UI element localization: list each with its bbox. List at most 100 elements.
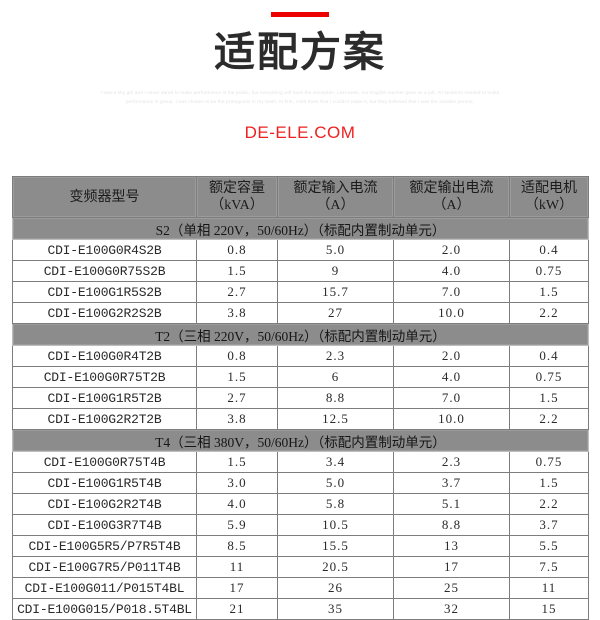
rated-input-current-cell: 20.5: [277, 556, 394, 578]
table-header-row: 变频器型号 额定容量 （kVA） 额定输入电流 （A） 额定输出电流 （A）: [12, 176, 589, 218]
motor-power-cell: 0.4: [509, 239, 589, 261]
rated-capacity-cell: 4.0: [196, 493, 278, 515]
model-cell: CDI-E100G0R75T2B: [12, 366, 197, 388]
rated-input-current-cell: 15.5: [277, 535, 394, 557]
model-cell: CDI-E100G011/P015T4BL: [12, 577, 197, 599]
rated-output-current-cell: 13: [393, 535, 510, 557]
model-cell: CDI-E100G2R2S2B: [12, 302, 197, 324]
table-row: CDI-E100G1R5T4B 3.0 5.0 3.7 1.5: [12, 472, 589, 494]
rated-input-current-cell: 27: [277, 302, 394, 324]
rated-output-current-cell: 10.0: [393, 408, 510, 430]
rated-output-current-cell: 3.7: [393, 472, 510, 494]
motor-power-cell: 0.75: [509, 366, 589, 388]
rated-capacity-cell: 3.8: [196, 408, 278, 430]
column-header-rated-input-current-unit: （A）: [316, 198, 355, 213]
column-header-motor-power: 适配电机 （kW）: [509, 176, 589, 218]
table-row: CDI-E100G1R5T2B 2.7 8.8 7.0 1.5: [12, 387, 589, 409]
table-section-title: S2（单相 220V，50/60Hz）（标配内置制动单元）: [12, 217, 589, 240]
rated-input-current-cell: 8.8: [277, 387, 394, 409]
rated-capacity-cell: 1.5: [196, 451, 278, 473]
rated-output-current-cell: 4.0: [393, 260, 510, 282]
rated-capacity-cell: 17: [196, 577, 278, 599]
table-row: CDI-E100G2R2T2B 3.8 12.5 10.0 2.2: [12, 408, 589, 430]
motor-power-cell: 1.5: [509, 281, 589, 303]
motor-power-cell: 15: [509, 598, 589, 620]
column-header-rated-output-current: 额定输出电流 （A）: [393, 176, 510, 218]
rated-input-current-cell: 2.3: [277, 345, 394, 367]
table-row: CDI-E100G2R2T4B 4.0 5.8 5.1 2.2: [12, 493, 589, 515]
table-section-row: T2（三相 220V，50/60Hz）（标配内置制动单元）: [12, 323, 589, 346]
column-header-motor-power-unit: （kW）: [524, 198, 574, 213]
table-body: S2（单相 220V，50/60Hz）（标配内置制动单元） CDI-E100G0R…: [12, 217, 589, 620]
rated-capacity-cell: 2.7: [196, 281, 278, 303]
rated-capacity-cell: 0.8: [196, 239, 278, 261]
table-row: CDI-E100G7R5/P011T4B 11 20.5 17 7.5: [12, 556, 589, 578]
rated-output-current-cell: 8.8: [393, 514, 510, 536]
table-row: CDI-E100G0R4S2B 0.8 5.0 2.0 0.4: [12, 239, 589, 261]
model-cell: CDI-E100G0R75S2B: [12, 260, 197, 282]
rated-output-current-cell: 5.1: [393, 493, 510, 515]
column-header-rated-input-current: 额定输入电流 （A）: [277, 176, 394, 218]
rated-input-current-cell: 26: [277, 577, 394, 599]
motor-power-cell: 1.5: [509, 387, 589, 409]
column-header-rated-input-current-label: 额定输入电流: [293, 181, 378, 196]
rated-input-current-cell: 12.5: [277, 408, 394, 430]
column-header-rated-capacity-unit: （kVA）: [210, 198, 264, 213]
rated-capacity-cell: 3.0: [196, 472, 278, 494]
rated-input-current-cell: 10.5: [277, 514, 394, 536]
table-section-title: T2（三相 220V，50/60Hz）（标配内置制动单元）: [12, 323, 589, 346]
table-row: CDI-E100G011/P015T4BL 17 26 25 11: [12, 577, 589, 599]
table-row: CDI-E100G2R2S2B 3.8 27 10.0 2.2: [12, 302, 589, 324]
rated-input-current-cell: 5.0: [277, 239, 394, 261]
model-cell: CDI-E100G2R2T4B: [12, 493, 197, 515]
rated-capacity-cell: 2.7: [196, 387, 278, 409]
model-cell: CDI-E100G3R7T4B: [12, 514, 197, 536]
banner-blurb-text: I was a shy girl and I never dared to ma…: [100, 90, 500, 104]
motor-power-cell: 1.5: [509, 472, 589, 494]
table-row: CDI-E100G5R5/P7R5T4B 8.5 15.5 13 5.5: [12, 535, 589, 557]
table-section-row: S2（单相 220V，50/60Hz）（标配内置制动单元）: [12, 217, 589, 240]
model-cell: CDI-E100G015/P018.5T4BL: [12, 598, 197, 620]
rated-input-current-cell: 5.0: [277, 472, 394, 494]
rated-output-current-cell: 2.0: [393, 239, 510, 261]
column-header-rated-capacity: 额定容量 （kVA）: [196, 176, 278, 218]
column-header-model: 变频器型号: [12, 176, 197, 218]
page-title: 适配方案: [214, 29, 386, 75]
model-cell: CDI-E100G7R5/P011T4B: [12, 556, 197, 578]
motor-power-cell: 0.75: [509, 451, 589, 473]
model-cell: CDI-E100G0R75T4B: [12, 451, 197, 473]
rated-capacity-cell: 3.8: [196, 302, 278, 324]
rated-output-current-cell: 25: [393, 577, 510, 599]
motor-power-cell: 2.2: [509, 493, 589, 515]
motor-power-cell: 7.5: [509, 556, 589, 578]
rated-input-current-cell: 9: [277, 260, 394, 282]
column-header-model-label: 变频器型号: [69, 189, 140, 205]
rated-capacity-cell: 11: [196, 556, 278, 578]
table-section-row: T4（三相 380V，50/60Hz）（标配内置制动单元）: [12, 429, 589, 452]
model-cell: CDI-E100G2R2T2B: [12, 408, 197, 430]
model-cell: CDI-E100G1R5S2B: [12, 281, 197, 303]
rated-input-current-cell: 5.8: [277, 493, 394, 515]
motor-power-cell: 5.5: [509, 535, 589, 557]
model-cell: CDI-E100G1R5T2B: [12, 387, 197, 409]
column-header-rated-output-current-label: 额定输出电流: [409, 181, 494, 196]
table-row: CDI-E100G1R5S2B 2.7 15.7 7.0 1.5: [12, 281, 589, 303]
rated-output-current-cell: 7.0: [393, 281, 510, 303]
column-header-rated-capacity-label: 额定容量: [209, 181, 265, 196]
rated-input-current-cell: 3.4: [277, 451, 394, 473]
table-row: CDI-E100G0R75T4B 1.5 3.4 2.3 0.75: [12, 451, 589, 473]
rated-input-current-cell: 35: [277, 598, 394, 620]
motor-power-cell: 2.2: [509, 302, 589, 324]
rated-output-current-cell: 32: [393, 598, 510, 620]
table-section-title: T4（三相 380V，50/60Hz）（标配内置制动单元）: [12, 429, 589, 452]
rated-capacity-cell: 8.5: [196, 535, 278, 557]
table-row: CDI-E100G3R7T4B 5.9 10.5 8.8 3.7: [12, 514, 589, 536]
accent-rule-decoration: [271, 12, 329, 17]
model-cell: CDI-E100G0R4T2B: [12, 345, 197, 367]
site-watermark: DE-ELE.COM: [244, 123, 356, 143]
table-row: CDI-E100G0R4T2B 0.8 2.3 2.0 0.4: [12, 345, 589, 367]
table-row: CDI-E100G015/P018.5T4BL 21 35 32 15: [12, 598, 589, 620]
adaptation-spec-table: 变频器型号 额定容量 （kVA） 额定输入电流 （A） 额定输出电流 （A）: [12, 176, 589, 620]
motor-power-cell: 3.7: [509, 514, 589, 536]
page-root: 适配方案 I was a shy girl and I never dared …: [12, 12, 589, 620]
